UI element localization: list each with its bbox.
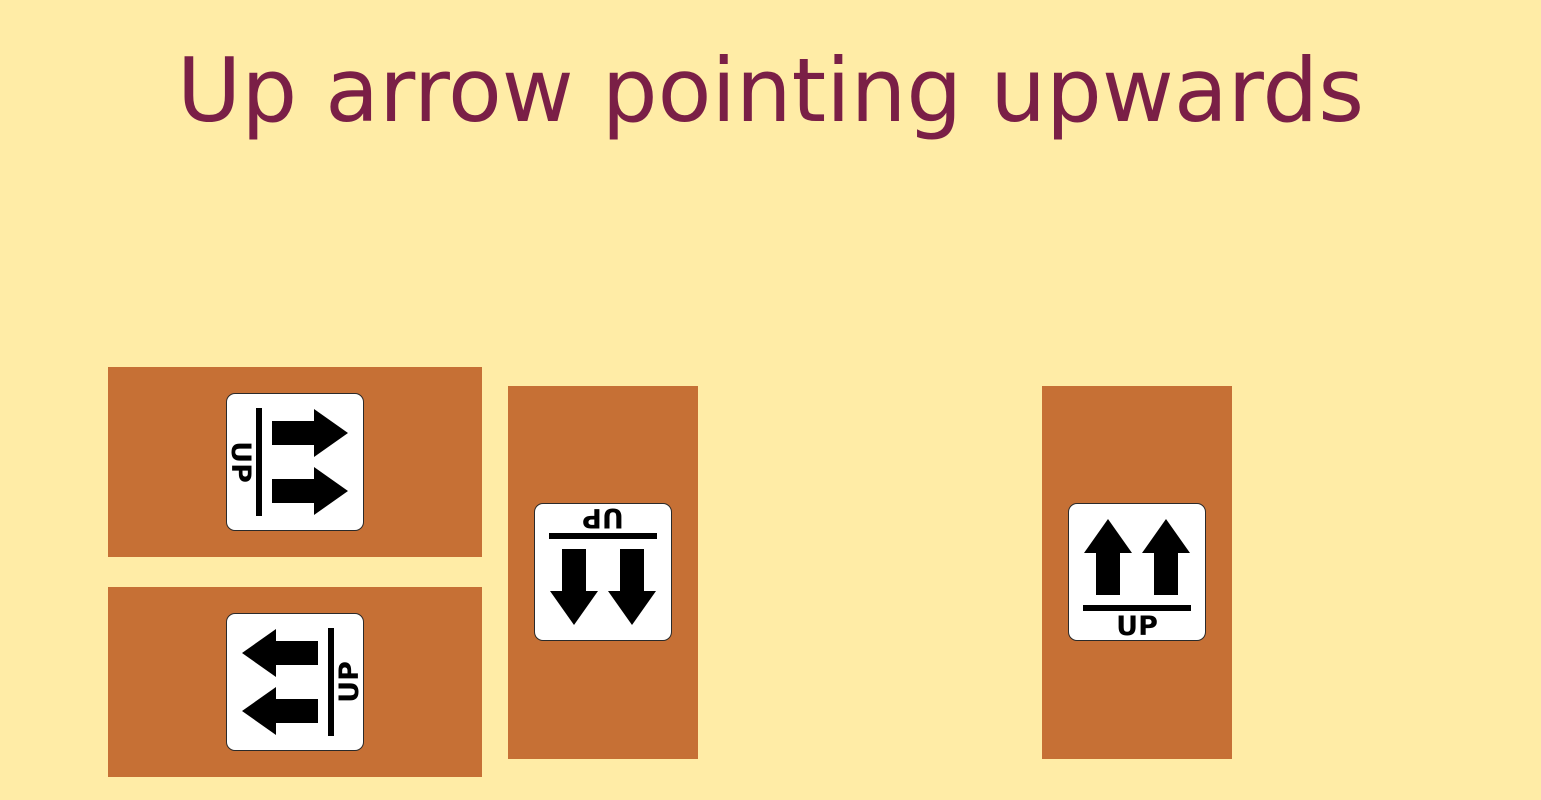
label-text: UP (582, 502, 624, 533)
this-way-up-label-icon: UP (534, 502, 672, 641)
label-text: UP (334, 661, 365, 703)
this-way-up-label-icon: UP (225, 393, 364, 531)
box-2[interactable]: UP (108, 587, 482, 777)
box-1[interactable]: UP (108, 367, 482, 557)
box-4[interactable]: UP (1042, 386, 1232, 759)
this-way-up-label-icon: UP (1068, 503, 1206, 642)
this-way-up-label-icon: UP (226, 613, 365, 751)
box-3[interactable]: UP (508, 386, 698, 759)
label-text: UP (1116, 611, 1158, 642)
label-text: UP (225, 441, 256, 483)
prompt-title: Up arrow pointing upwards (176, 39, 1365, 142)
